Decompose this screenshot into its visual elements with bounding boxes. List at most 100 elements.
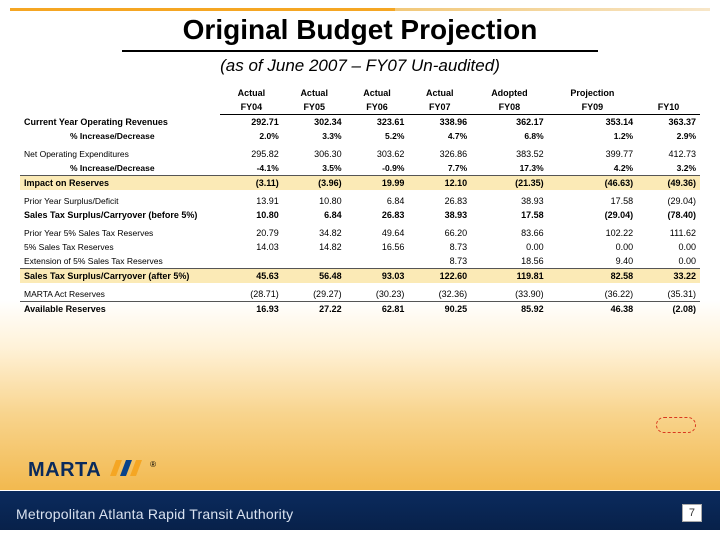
row-label: Available Reserves [20,302,220,317]
column-header-line1: Actual [346,86,409,100]
table-row: Impact on Reserves(3.11)(3.96)19.9912.10… [20,176,700,191]
table-cell: 303.62 [346,143,409,161]
table-cell: 6.8% [471,129,548,143]
table-cell: 338.96 [408,115,471,130]
table-cell: 302.34 [283,115,346,130]
table-cell: (33.90) [471,283,548,302]
table-cell: 45.63 [220,269,283,284]
table-cell: 0.00 [471,240,548,254]
table-cell: (78.40) [637,208,700,222]
table-cell: 6.84 [346,190,409,208]
row-label: Extension of 5% Sales Tax Reserves [20,254,220,269]
table-cell: (35.31) [637,283,700,302]
table-cell: (21.35) [471,176,548,191]
table-row: Extension of 5% Sales Tax Reserves8.7318… [20,254,700,269]
table-cell: 2.9% [637,129,700,143]
table-row: % Increase/Decrease2.0%3.3%5.2%4.7%6.8%1… [20,129,700,143]
table-cell: 10.80 [220,208,283,222]
row-label: Prior Year Surplus/Deficit [20,190,220,208]
table-cell: 85.92 [471,302,548,317]
header-rule [10,8,710,11]
table-cell [220,254,283,269]
table-cell: 399.77 [548,143,637,161]
table-row: Sales Tax Surplus/Carryover (before 5%)1… [20,208,700,222]
budget-table: ActualActualActualActualAdoptedProjectio… [20,86,700,316]
table-cell: 27.22 [283,302,346,317]
table-row: Net Operating Expenditures295.82306.3030… [20,143,700,161]
page-title: Original Budget Projection [0,14,720,46]
table-row: Prior Year 5% Sales Tax Reserves20.7934.… [20,222,700,240]
table-cell: 353.14 [548,115,637,130]
column-header-line1: Actual [283,86,346,100]
table-cell: (28.71) [220,283,283,302]
column-header-line2: FY09 [548,100,637,115]
table-cell: 292.71 [220,115,283,130]
table-cell: (2.08) [637,302,700,317]
table-cell: 2.0% [220,129,283,143]
table-cell: 56.48 [283,269,346,284]
table-cell: 295.82 [220,143,283,161]
table-row: % Increase/Decrease-4.1%3.5%-0.9%7.7%17.… [20,161,700,176]
table-cell: 93.03 [346,269,409,284]
table-row: Current Year Operating Revenues292.71302… [20,115,700,130]
table-cell: 38.93 [471,190,548,208]
table-cell: -0.9% [346,161,409,176]
table-cell: 8.73 [408,254,471,269]
table-cell: -4.1% [220,161,283,176]
table-cell: 17.58 [548,190,637,208]
table-cell: 119.81 [471,269,548,284]
logo-text: MARTA [28,459,101,482]
table-row: Available Reserves16.9327.2262.8190.2585… [20,302,700,317]
footer-text: Metropolitan Atlanta Rapid Transit Autho… [16,506,293,522]
column-header-line1 [637,86,700,100]
table-cell: 83.66 [471,222,548,240]
column-header-line1: Actual [408,86,471,100]
table-cell: 16.56 [346,240,409,254]
table-cell: 20.79 [220,222,283,240]
table-cell: 122.60 [408,269,471,284]
table-cell [283,254,346,269]
table-cell: 33.22 [637,269,700,284]
column-header-line1: Projection [548,86,637,100]
row-label: Net Operating Expenditures [20,143,220,161]
table-cell: 5.2% [346,129,409,143]
table-row: MARTA Act Reserves(28.71)(29.27)(30.23)(… [20,283,700,302]
table-cell: (29.04) [637,190,700,208]
column-header-line2: FY06 [346,100,409,115]
subtitle: (as of June 2007 – FY07 Un-audited) [0,56,720,76]
table-cell: 323.61 [346,115,409,130]
table-cell: 13.91 [220,190,283,208]
table-cell: (49.36) [637,176,700,191]
table-cell: 383.52 [471,143,548,161]
table-cell: (29.04) [548,208,637,222]
marta-logo: MARTA ® [28,458,168,488]
row-label: Impact on Reserves [20,176,220,191]
table-cell: 26.83 [408,190,471,208]
table-cell: (32.36) [408,283,471,302]
table-row: Sales Tax Surplus/Carryover (after 5%)45… [20,269,700,284]
table-cell: 82.58 [548,269,637,284]
table-cell: 306.30 [283,143,346,161]
table-cell: 4.2% [548,161,637,176]
row-label: Prior Year 5% Sales Tax Reserves [20,222,220,240]
table-cell: 90.25 [408,302,471,317]
table-cell: 102.22 [548,222,637,240]
table-cell: 17.3% [471,161,548,176]
row-label: % Increase/Decrease [20,129,220,143]
table-cell: 19.99 [346,176,409,191]
row-label: 5% Sales Tax Reserves [20,240,220,254]
column-header-line1: Adopted [471,86,548,100]
column-header-line2: FY05 [283,100,346,115]
table-cell: 8.73 [408,240,471,254]
table-cell: 12.10 [408,176,471,191]
table-cell: 0.00 [637,254,700,269]
table-cell: 111.62 [637,222,700,240]
table-cell: 26.83 [346,208,409,222]
table-cell: (30.23) [346,283,409,302]
table-cell: 14.03 [220,240,283,254]
table-cell: 362.17 [471,115,548,130]
table-cell: 0.00 [548,240,637,254]
table-cell: 10.80 [283,190,346,208]
row-label: Current Year Operating Revenues [20,115,220,130]
table-cell: 3.5% [283,161,346,176]
